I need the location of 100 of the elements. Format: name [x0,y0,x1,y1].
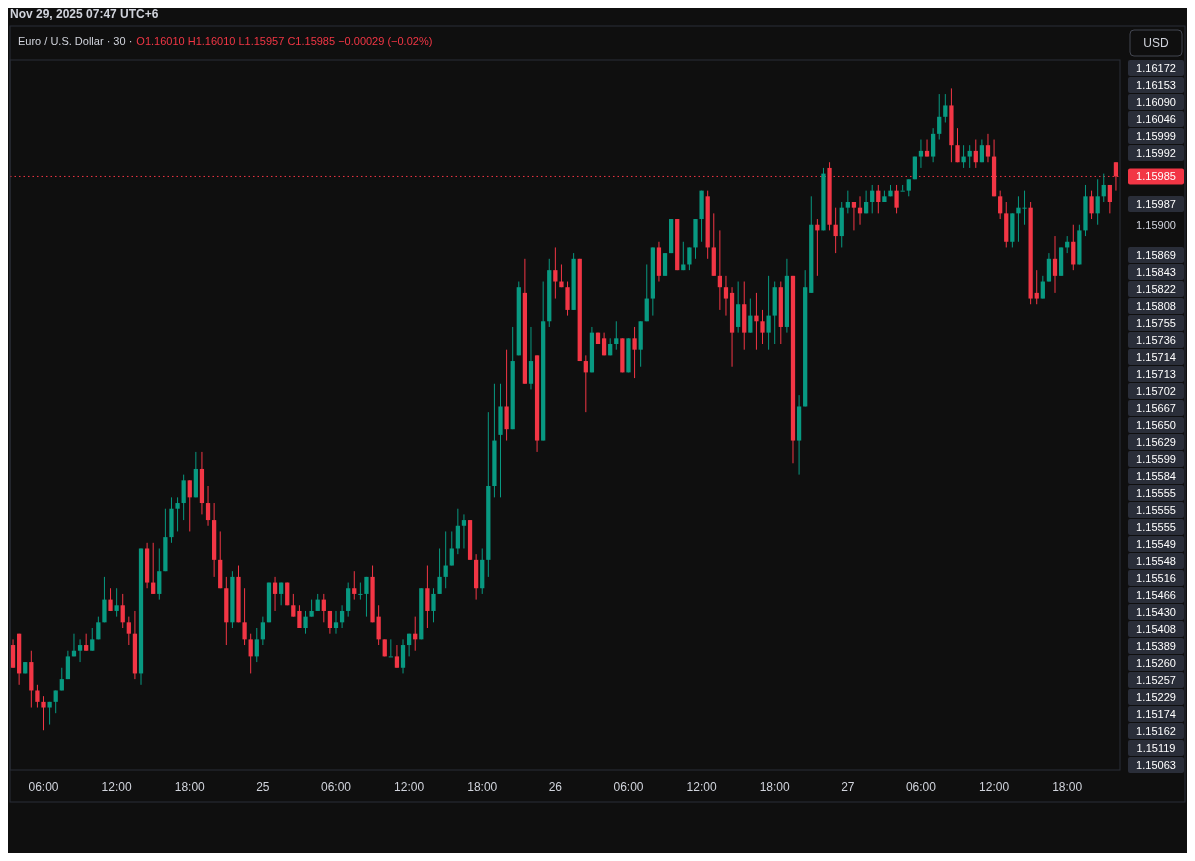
candlestick [388,638,393,658]
text: 1.15629 [1136,436,1176,448]
candlestick [528,326,534,390]
candlestick [333,610,339,635]
candlestick [1052,235,1058,294]
text: 1.15389 [1136,640,1176,652]
candlestick [998,190,1003,220]
candlestick [736,281,741,334]
text: 1.15466 [1136,589,1176,601]
x-tick-label: 06:00 [613,780,644,794]
candlestick [394,644,400,669]
candlestick [973,139,978,169]
candlestick [205,485,211,527]
candlestick [120,593,125,629]
candlestick [303,610,308,635]
text: 1.15650 [1136,419,1176,431]
candlestick [851,201,857,231]
text: 1.15599 [1136,453,1176,465]
candlestick [1040,275,1045,300]
text: 1.15162 [1136,725,1176,737]
candlestick [352,570,357,601]
text: 1.15555 [1136,487,1176,499]
x-tick-label: 12:00 [979,780,1010,794]
text: 1.15430 [1136,606,1176,618]
candlestick [943,93,948,123]
text: 1.15736 [1136,334,1176,346]
candlestick [632,326,637,379]
candlestick [126,616,131,646]
candlestick [876,184,881,214]
candlestick [614,320,619,351]
candlestick [1071,224,1076,271]
candlestick [455,508,460,555]
candlestick [90,627,95,652]
text: 1.15516 [1136,572,1176,584]
candlestick [687,246,692,271]
candlestick [918,139,924,169]
chart-subtitle: O1.16010 H1.16010 L1.15957 C1.15985 −0.00029 (−0.02%) [136,35,433,47]
y-tick-label: 1.15985 [1136,170,1176,183]
candlestick [662,252,668,277]
candlestick [717,229,722,311]
text: 1.15174 [1136,708,1176,720]
candlestick [77,638,83,663]
text: 1.15999 [1136,130,1176,142]
candlestick [900,184,905,192]
candlestick [748,298,753,334]
candlestick [754,292,759,351]
candlestick [425,565,430,629]
candlestick [114,587,119,618]
candlestick [449,530,454,567]
candlestick [242,587,247,646]
text: 1.15843 [1136,266,1176,278]
candlestick [1107,184,1112,214]
candlestick [443,530,448,589]
candlestick [565,281,570,317]
text: 1.16153 [1136,79,1176,91]
x-tick-label: 12:00 [394,780,425,794]
candlestick [766,275,771,351]
chart-title: Euro / U.S. Dollar · 30 · [18,35,133,47]
candlestick [961,144,966,169]
candlestick [10,638,16,669]
candlestick [175,496,180,532]
candlestick [504,349,509,442]
candlestick [1089,190,1094,220]
candlestick [254,627,259,663]
candlestick [583,354,588,413]
candlestick [272,576,278,612]
x-tick-label: 18:00 [1052,780,1083,794]
candlestick [1046,252,1052,283]
candlestick [339,604,345,629]
text: 1.15119 [1136,742,1176,754]
x-tick-label: 26 [548,780,563,794]
candlestick [181,474,186,521]
y-tick-label: 1.15900 [1136,218,1176,231]
candlestick [346,582,351,618]
candlestick [35,684,40,709]
candlestick [157,547,162,601]
candlestick [358,582,363,601]
x-tick-label: 18:00 [174,780,206,794]
candlestick [187,479,192,532]
text: 1.16090 [1136,96,1176,108]
candlestick [437,547,442,595]
text: 1.15229 [1136,691,1176,703]
text: 1.15063 [1136,759,1176,771]
candlestick [321,593,326,623]
candlestick [955,127,960,163]
x-tick-label: 06:00 [320,780,352,794]
candlestick [967,144,972,169]
text: 1.15408 [1136,623,1176,635]
candlestick [364,576,369,618]
text: 1.15584 [1136,470,1176,482]
text: 1.15260 [1136,657,1176,669]
candlestick [760,309,765,345]
candlestick [102,576,107,623]
candlestick [833,207,838,254]
text: 1.15714 [1136,351,1176,363]
candlestick [41,695,46,731]
text: 1.15755 [1136,317,1176,329]
x-tick-label: 18:00 [759,780,791,794]
x-tick-label: 06:00 [905,780,937,794]
candlestick [1034,269,1039,305]
